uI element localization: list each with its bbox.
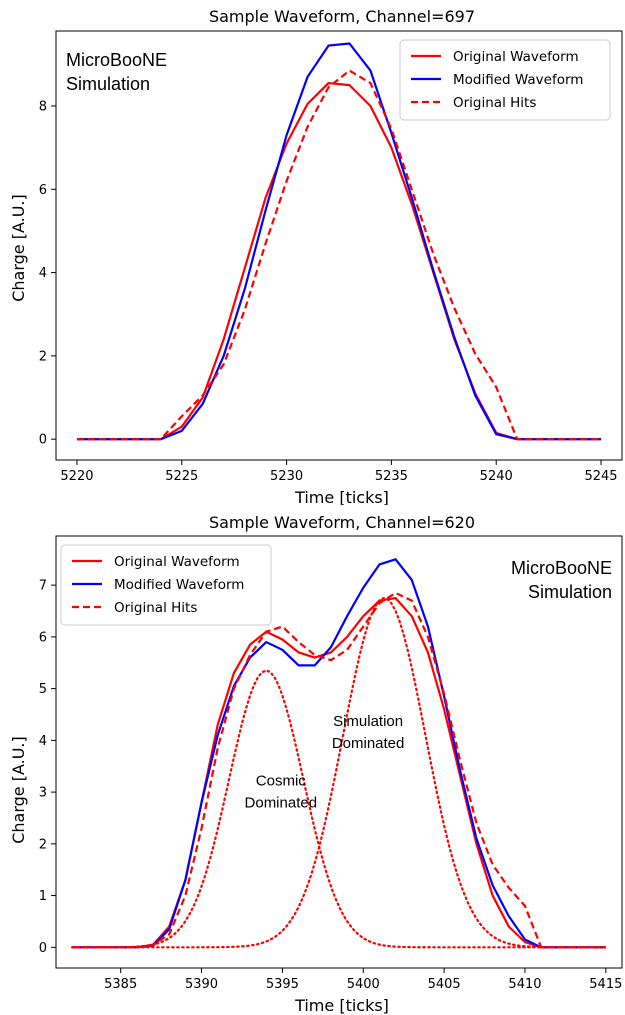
microboone-label-line2: Simulation	[66, 74, 150, 94]
x-tick-label: 5225	[165, 469, 198, 484]
x-tick-label: 5400	[347, 977, 380, 992]
series-line-original-hits	[76, 69, 602, 441]
y-tick-label: 3	[39, 786, 47, 801]
x-axis-label: Time [ticks]	[294, 488, 389, 505]
y-tick-label: 8	[39, 99, 47, 114]
x-tick-label: 5390	[185, 977, 218, 992]
x-tick-label: 5385	[104, 977, 137, 992]
legend-label-original-hits: Original Hits	[453, 95, 536, 111]
y-tick-label: 7	[39, 579, 47, 594]
x-tick-label: 5245	[584, 469, 617, 484]
chart-title: Sample Waveform, Channel=697	[209, 7, 475, 26]
legend: Original Waveform Modified Waveform Orig…	[60, 544, 272, 626]
x-axis-label: Time [ticks]	[294, 996, 389, 1015]
x-tick-label: 5235	[375, 469, 408, 484]
plot-area: 5385 5390 5395 5400 5405 5410 5415 0 1 2 3 4 5 6 7	[39, 535, 623, 992]
legend-label-original-waveform: Original Waveform	[453, 49, 579, 65]
legend-label-modified-waveform: Modified Waveform	[114, 577, 244, 593]
cosmic-dominated-label-line2: Dominated	[245, 794, 318, 811]
axes-frame	[55, 30, 623, 461]
series-line-original-waveform	[72, 596, 606, 949]
series-line-simulation-hit	[71, 597, 607, 949]
series-line-original-hits	[72, 591, 606, 949]
legend-label-original-waveform: Original Waveform	[114, 554, 240, 570]
x-tick-label: 5415	[589, 977, 622, 992]
microboone-label-line2: Simulation	[528, 582, 612, 602]
legend: Original Waveform Modified Waveform Orig…	[399, 39, 611, 121]
y-tick-label: 0	[39, 941, 47, 956]
microboone-label-line1: MicroBooNE	[511, 558, 612, 578]
y-tick-label: 6	[39, 630, 47, 645]
y-tick-label: 4	[39, 734, 47, 749]
y-tick-label: 5	[39, 682, 47, 697]
legend-label-original-hits: Original Hits	[114, 600, 197, 616]
x-tick-label: 5240	[480, 469, 513, 484]
simulation-dominated-label-line2: Dominated	[332, 735, 405, 752]
x-tick-label: 5395	[266, 977, 299, 992]
series-line-modified-waveform	[72, 558, 606, 949]
x-tick-label: 5220	[60, 469, 93, 484]
legend-label-modified-waveform: Modified Waveform	[453, 72, 583, 88]
x-tick-label: 5230	[270, 469, 303, 484]
simulation-dominated-label-line1: Simulation	[333, 713, 403, 730]
y-tick-label: 2	[39, 349, 47, 364]
y-axis-label: Charge [A.U.]	[9, 194, 28, 302]
y-axis-label: Charge [A.U.]	[9, 736, 28, 844]
y-tick-label: 1	[39, 889, 47, 904]
x-tick-label: 5405	[428, 977, 461, 992]
axes-frame	[55, 535, 623, 969]
chart-title: Sample Waveform, Channel=620	[209, 513, 475, 532]
y-tick-label: 6	[39, 183, 47, 198]
y-tick-label: 4	[39, 266, 47, 281]
plot-area: 5220 5225 5230 5235 5240 5245 0 2 4 6 8	[39, 30, 623, 484]
cosmic-dominated-label-line1: Cosmic	[256, 772, 307, 789]
series-line-original-waveform	[76, 81, 602, 441]
y-tick-label: 2	[39, 837, 47, 852]
waveform-chart-channel-697: Sample Waveform, Channel=697 5220 5225 523…	[9, 7, 623, 505]
series-line-modified-waveform	[76, 42, 602, 441]
x-tick-label: 5410	[508, 977, 541, 992]
microboone-label-line1: MicroBooNE	[66, 50, 167, 70]
series-line-cosmic-hit	[71, 669, 607, 949]
y-tick-label: 0	[39, 433, 47, 448]
waveform-chart-channel-620: Sample Waveform, Channel=620 5385 5390 539…	[9, 513, 623, 1015]
